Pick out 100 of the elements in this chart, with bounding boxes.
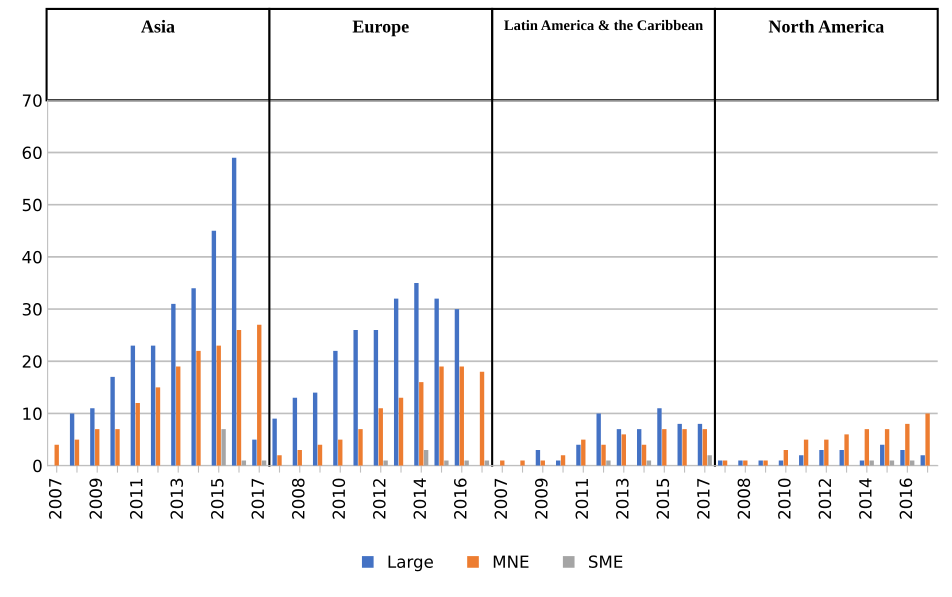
- bar: [232, 158, 236, 466]
- x-tick-label: 2015: [656, 478, 670, 519]
- bar: [601, 444, 606, 466]
- bar: [272, 418, 277, 466]
- x-tick-label: 2012: [818, 479, 832, 519]
- bar: [646, 460, 652, 466]
- bar: [115, 429, 120, 466]
- x-tick-label: 2010: [778, 478, 791, 519]
- bar: [454, 309, 460, 466]
- x-tick-label: 2011: [576, 479, 588, 519]
- bar: [556, 460, 560, 466]
- bar: [536, 450, 540, 466]
- bar: [216, 346, 221, 466]
- bar: [353, 330, 358, 466]
- bar: [70, 413, 74, 466]
- bar: [622, 434, 626, 466]
- y-tick-label: 60: [22, 146, 42, 160]
- bar: [212, 230, 216, 466]
- bar: [480, 372, 484, 466]
- bar: [338, 440, 342, 466]
- bar: [722, 460, 728, 466]
- bar: [925, 413, 930, 466]
- bar: [176, 366, 180, 466]
- bar: [196, 350, 201, 466]
- bar: [318, 444, 322, 466]
- bar: [333, 350, 338, 466]
- bar: [136, 403, 140, 466]
- x-tick-label: 2010: [332, 478, 346, 519]
- bar: [374, 330, 378, 466]
- y-tick-label: 70: [22, 94, 42, 107]
- bar: [870, 460, 874, 466]
- bar: [414, 282, 419, 466]
- bar: [540, 460, 545, 466]
- bar: [819, 450, 824, 466]
- x-tick-label: 2015: [210, 478, 224, 519]
- bar: [707, 455, 712, 466]
- bar: [718, 460, 722, 466]
- bar: [637, 429, 642, 466]
- bar: [884, 429, 890, 466]
- bar: [191, 288, 196, 466]
- bar: [439, 366, 444, 466]
- legend-label: SME: [588, 555, 622, 568]
- x-tick-label: 2017: [251, 478, 264, 519]
- bar: [840, 450, 844, 466]
- bar: [464, 460, 469, 466]
- x-tick-label: 2014: [413, 478, 426, 519]
- bar: [784, 450, 788, 466]
- y-tick-label: 30: [22, 303, 42, 316]
- bar: [252, 440, 257, 466]
- x-tick-label: 2012: [372, 479, 386, 519]
- bar: [358, 429, 363, 466]
- text: Europe: [352, 20, 409, 36]
- bar: [662, 429, 666, 466]
- bar: [500, 460, 504, 466]
- bar: [130, 346, 136, 466]
- bar: [743, 460, 748, 466]
- bar: [74, 440, 80, 466]
- bar: [804, 440, 808, 466]
- bar: [460, 366, 464, 466]
- bar: [95, 429, 100, 466]
- x-tick-label: 2011: [130, 479, 143, 519]
- bar: [383, 460, 388, 466]
- y-tick-label: 20: [22, 355, 42, 368]
- bar: [844, 434, 849, 466]
- x-tick-label: 2009: [89, 478, 102, 519]
- bar: [378, 408, 383, 466]
- bar: [698, 424, 702, 466]
- x-tick-label: 2017: [697, 478, 710, 519]
- bar: [312, 392, 318, 466]
- bar: [394, 298, 398, 466]
- bar: [54, 444, 59, 466]
- bar: [678, 424, 682, 466]
- bar: [682, 429, 687, 466]
- bar: [171, 304, 176, 466]
- bar: [150, 346, 156, 466]
- bar: [657, 408, 662, 466]
- bar: [221, 429, 226, 466]
- bar: [900, 450, 905, 466]
- x-tick-label: 2016: [900, 478, 912, 519]
- y-tick-label: 0: [33, 460, 42, 472]
- bar: [581, 440, 586, 466]
- bar: [110, 376, 115, 466]
- bar: [702, 429, 707, 466]
- legend-label: MNE: [494, 556, 528, 568]
- bar: [920, 455, 925, 466]
- bar: [444, 460, 449, 466]
- bar: [424, 450, 428, 466]
- bar: [910, 460, 914, 466]
- bar: [434, 298, 439, 466]
- y-tick-label: 10: [23, 407, 42, 420]
- bar: [90, 408, 95, 466]
- text: North America: [768, 20, 884, 33]
- y-tick-label: 40: [22, 250, 42, 264]
- x-tick-label: 2007: [48, 478, 62, 519]
- bar: [236, 330, 242, 466]
- x-tick-label: 2016: [454, 478, 467, 519]
- bar: [758, 460, 763, 466]
- bar: [799, 455, 804, 466]
- bar: [824, 440, 829, 466]
- bar: [596, 413, 601, 466]
